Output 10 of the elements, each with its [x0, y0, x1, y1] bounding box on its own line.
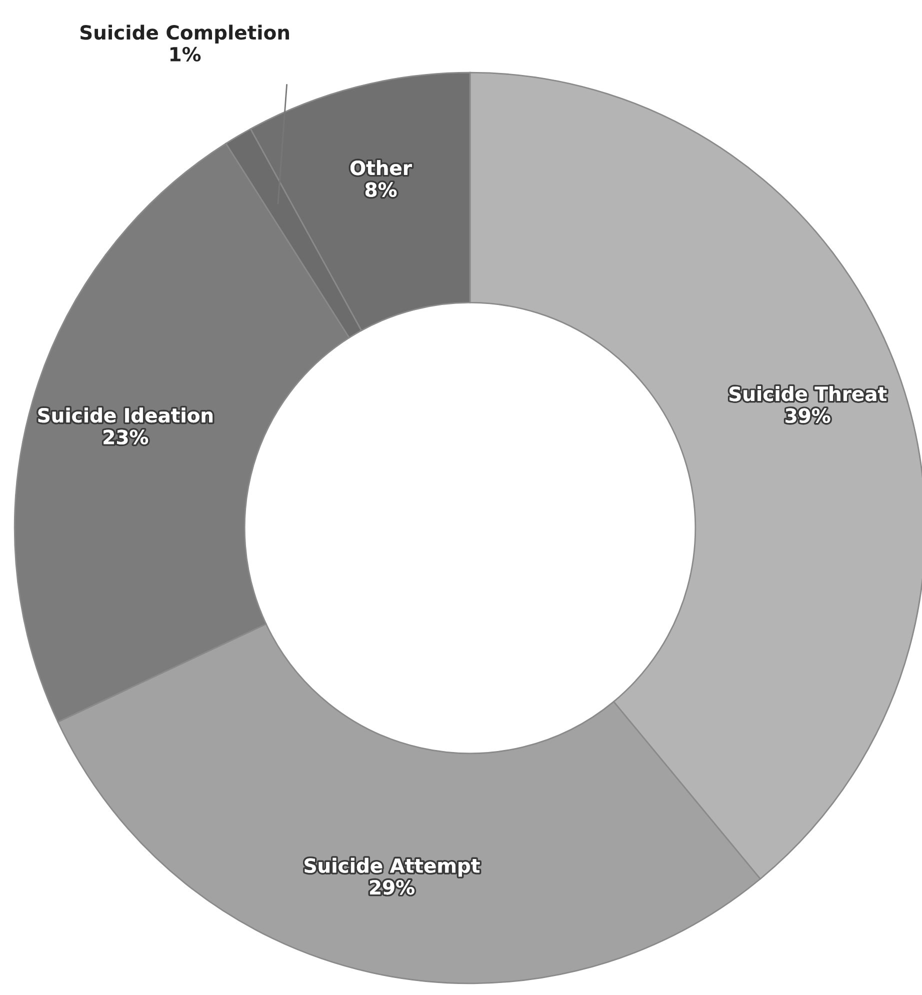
data-label: 1% — [170, 46, 201, 62]
slice-label: Suicide Completion — [80, 24, 289, 44]
slice-label: Other — [350, 160, 412, 176]
slice-label: Suicide Threat — [730, 386, 887, 402]
data-label: 39% — [786, 408, 830, 423]
data-label: 8% — [365, 182, 397, 197]
data-label: 23% — [104, 430, 148, 444]
slice-label: Suicide Ideation — [38, 408, 213, 423]
slice-label: Suicide Attempt — [304, 858, 480, 877]
data-label: 29% — [370, 880, 414, 895]
